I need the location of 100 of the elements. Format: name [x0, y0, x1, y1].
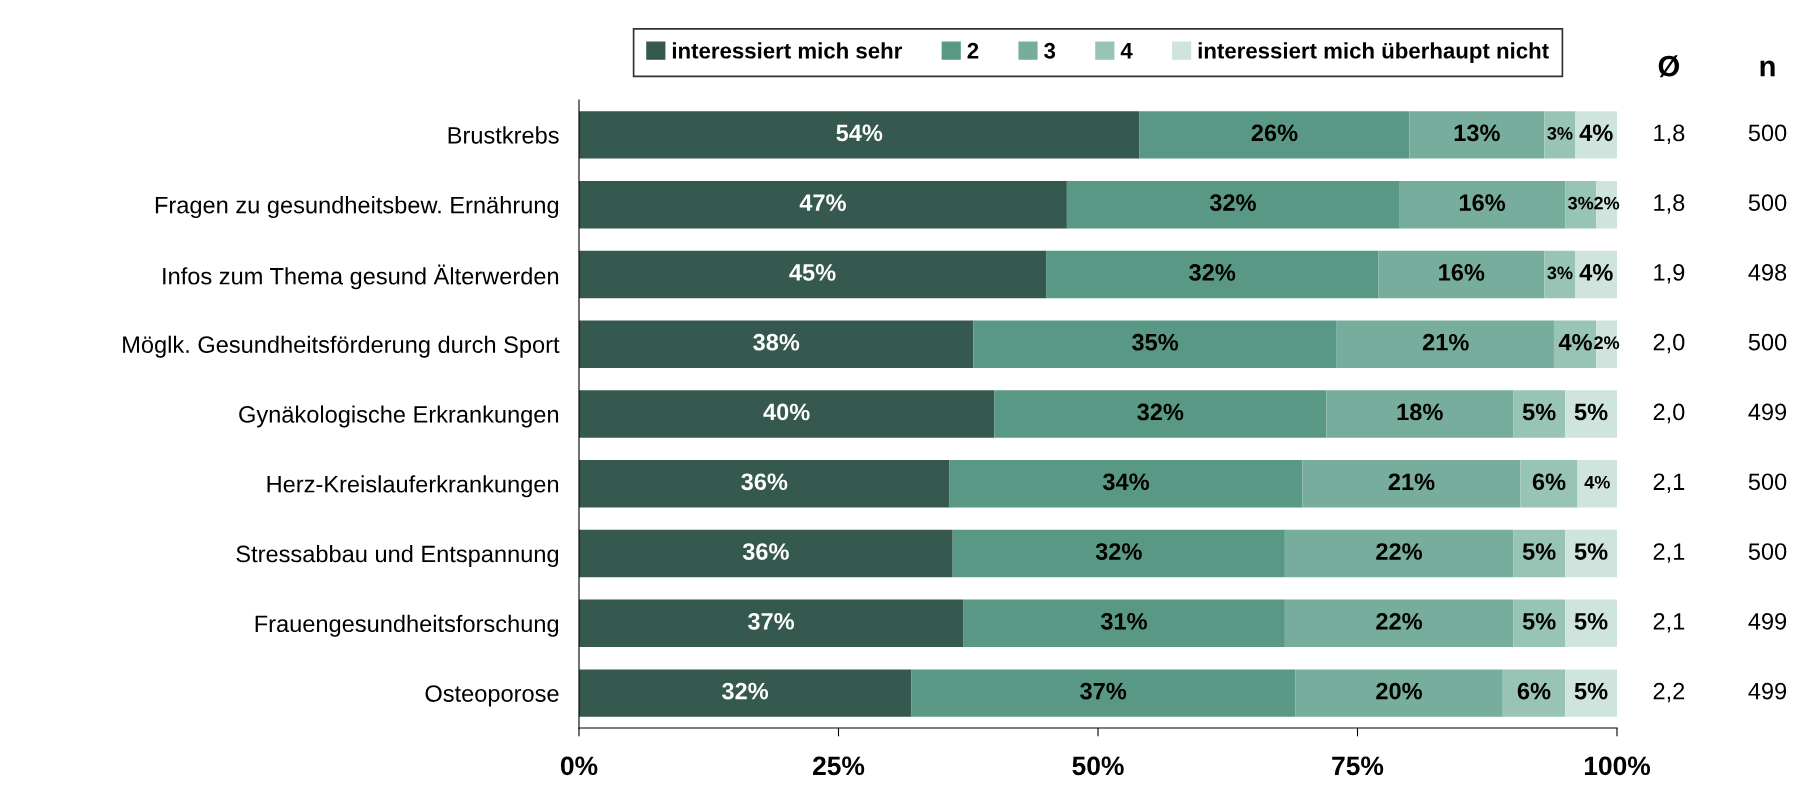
bar — [1399, 180, 1566, 229]
data-label: 34% — [1102, 473, 1150, 491]
data-label: 3% — [1568, 196, 1594, 210]
bar — [579, 390, 995, 438]
y-tick-label: Osteoporose — [425, 685, 559, 707]
bar — [911, 669, 1296, 717]
text: 500 — [1748, 333, 1787, 351]
y-tick-label: Herz-Kreislauferkrankungen — [267, 475, 559, 498]
bar — [1513, 390, 1566, 438]
bar — [1326, 390, 1514, 438]
text: n — [1760, 60, 1775, 77]
data-label: 36% — [741, 473, 788, 491]
x-tick-label: 75% — [1332, 756, 1384, 776]
bar — [579, 460, 950, 508]
text: 2,1 — [1653, 612, 1685, 633]
bar — [1577, 460, 1617, 508]
text: 500 — [1748, 473, 1787, 491]
legend-label: interessiert mich sehr — [672, 42, 902, 59]
bar — [1284, 599, 1514, 648]
y-tick-label: Stressabbau und Entspannung — [236, 545, 559, 568]
bar — [1565, 390, 1617, 438]
data-label: 5% — [1522, 543, 1556, 560]
data-label: 35% — [1132, 333, 1179, 351]
data-label: 5% — [1574, 613, 1608, 630]
x-tick-label: 25% — [813, 756, 865, 776]
data-label: 3% — [1547, 126, 1573, 140]
bar — [1284, 529, 1514, 578]
data-label: 37% — [747, 612, 795, 630]
data-label: 22% — [1376, 543, 1423, 560]
data-label: 36% — [742, 543, 789, 560]
bar — [1336, 320, 1555, 368]
data-label: 2% — [1594, 336, 1620, 350]
data-label: 31% — [1100, 612, 1147, 630]
data-label: 21% — [1388, 473, 1435, 491]
legend-label: 2 — [967, 42, 979, 59]
legend-label: 4 — [1120, 43, 1133, 59]
bar — [1575, 111, 1617, 159]
text: 1,9 — [1654, 264, 1685, 284]
data-label: 4% — [1584, 475, 1610, 489]
data-label: 21% — [1422, 333, 1469, 351]
data-label: 3% — [1547, 266, 1573, 280]
data-label: 6% — [1532, 473, 1566, 491]
data-label: 22% — [1376, 612, 1423, 630]
data-label: 32% — [1209, 194, 1256, 212]
data-label: 5% — [1574, 543, 1608, 560]
text: 2,0 — [1653, 403, 1685, 424]
text: 2,1 — [1653, 543, 1685, 563]
bar — [1295, 669, 1503, 717]
y-tick-label: Brustkrebs — [448, 126, 559, 144]
bar — [1046, 250, 1379, 299]
data-label: 32% — [1189, 264, 1236, 281]
data-label: 13% — [1454, 124, 1500, 142]
legend-label: 3 — [1044, 42, 1056, 59]
bar — [579, 669, 912, 717]
data-label: 32% — [1137, 403, 1184, 421]
text: 500 — [1748, 124, 1787, 142]
text: 499 — [1748, 403, 1787, 421]
text: 1,8 — [1654, 194, 1685, 214]
bar — [1409, 111, 1545, 159]
x-tick-label: 50% — [1072, 756, 1124, 776]
text: 499 — [1748, 682, 1787, 700]
data-label: 4% — [1579, 124, 1613, 142]
x-tick-label: 0% — [560, 756, 598, 776]
data-label: 37% — [1080, 682, 1127, 700]
data-label: 5% — [1574, 403, 1608, 421]
y-tick-label: Fragen zu gesundheitsbew. Ernährung — [155, 196, 559, 219]
data-label: 2% — [1594, 196, 1620, 210]
legend-label: interessiert mich überhaupt nicht — [1198, 42, 1549, 63]
data-label: 38% — [753, 333, 800, 351]
bar — [952, 529, 1285, 578]
y-tick-label: Möglk. Gesundheitsförderung durch Sport — [123, 335, 560, 358]
text: 500 — [1748, 543, 1787, 560]
bar — [1378, 250, 1545, 299]
data-label: 5% — [1574, 682, 1608, 700]
bar — [1139, 111, 1410, 159]
data-label: 32% — [721, 682, 769, 700]
data-label: 45% — [789, 264, 836, 281]
text: 2,0 — [1653, 333, 1685, 354]
bar — [1520, 460, 1578, 508]
data-label: 16% — [1439, 264, 1485, 281]
data-label: 54% — [836, 124, 883, 142]
bar — [1066, 180, 1400, 229]
bar — [949, 460, 1303, 508]
bar — [1502, 669, 1566, 717]
data-label: 5% — [1522, 613, 1556, 630]
data-label: 26% — [1251, 124, 1298, 142]
data-label: 4% — [1558, 333, 1592, 351]
bar — [579, 250, 1047, 299]
text: 2,1 — [1653, 473, 1685, 493]
bar — [579, 529, 953, 578]
bar — [973, 320, 1337, 368]
y-tick-label: Infos zum Thema gesund Älterwerden — [163, 264, 559, 290]
bar — [1302, 460, 1521, 508]
text: 2,2 — [1653, 682, 1685, 703]
bar — [579, 180, 1067, 229]
text: Ø — [1658, 55, 1680, 78]
data-label: 18% — [1397, 403, 1443, 421]
bar — [1544, 111, 1576, 159]
bar — [579, 111, 1140, 159]
data-label: 32% — [1095, 543, 1142, 560]
